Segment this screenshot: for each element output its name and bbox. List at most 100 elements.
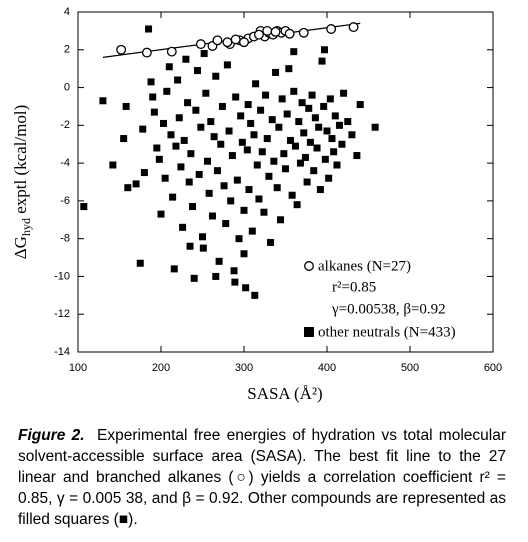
y-label-sub: hyd — [19, 218, 33, 236]
neutral-point — [132, 180, 140, 188]
x-tick-label: 200 — [152, 362, 170, 374]
legend-label: alkanes (N=27) — [318, 258, 411, 274]
neutral-point — [99, 97, 107, 105]
neutral-point — [228, 152, 236, 160]
neutral-point — [282, 165, 289, 173]
alkane-point — [262, 25, 273, 36]
neutral-point — [306, 138, 314, 146]
neutral-point — [182, 55, 190, 63]
neutral-point — [290, 48, 298, 56]
neutral-point — [311, 114, 319, 122]
y-tick-label: 4 — [64, 6, 70, 18]
neutral-point — [333, 161, 341, 169]
neutral-point — [275, 123, 283, 131]
neutral-point — [283, 110, 291, 118]
y-tick-label: -2 — [60, 119, 70, 131]
annotation: γ=0.00538, β=0.92 — [331, 301, 446, 317]
neutral-point — [356, 101, 364, 109]
neutral-point — [203, 157, 211, 165]
neutral-point — [371, 123, 379, 131]
alkane-point — [270, 26, 281, 37]
y-label-rest: exptl (kcal/mol) — [11, 105, 30, 218]
neutral-point — [205, 189, 213, 197]
neutral-point — [316, 186, 324, 194]
neutral-point — [225, 127, 233, 135]
neutral-point — [145, 25, 153, 33]
neutral-point — [212, 272, 220, 280]
neutral-point — [184, 99, 192, 107]
neutral-point — [195, 170, 203, 178]
alkane-point — [348, 22, 359, 33]
neutral-point — [243, 146, 251, 154]
y-tick-label: 2 — [64, 44, 70, 56]
neutral-point — [263, 135, 271, 143]
alkane-point — [166, 46, 177, 57]
alkane-point — [230, 34, 241, 45]
neutral-point — [120, 135, 128, 143]
neutral-point — [267, 238, 275, 246]
neutral-point — [207, 118, 215, 126]
y-axis-label: ΔGhyd exptl (kcal/mol) — [11, 105, 33, 260]
alkane-point — [284, 28, 295, 39]
neutral-point — [170, 265, 178, 273]
caption-text: Experimental free energies of hydration … — [18, 427, 506, 528]
alkane-point — [212, 35, 223, 46]
neutral-point — [291, 142, 299, 150]
x-tick-label: 100 — [69, 362, 87, 374]
neutral-point — [200, 50, 208, 58]
annotation: r²=0.85 — [332, 279, 376, 295]
neutral-point — [237, 112, 245, 120]
neutral-point — [240, 250, 248, 258]
neutral-point — [190, 274, 198, 282]
neutral-point — [305, 104, 313, 112]
y-tick-label: -14 — [54, 346, 70, 358]
y-tick-label: -6 — [60, 195, 70, 207]
neutral-point — [217, 140, 225, 148]
neutral-point — [227, 197, 235, 205]
neutral-point — [238, 138, 246, 146]
neutral-point — [353, 152, 361, 160]
neutral-point — [348, 131, 356, 139]
neutral-point — [174, 76, 182, 84]
x-axis-label: SASA (Å²) — [247, 384, 322, 403]
neutral-point — [149, 93, 157, 101]
neutral-point — [220, 182, 228, 190]
legend-marker — [304, 261, 314, 271]
neutral-point — [233, 176, 241, 184]
neutral-point — [169, 193, 177, 201]
y-tick-label: -4 — [60, 157, 70, 169]
neutral-point — [328, 135, 336, 143]
neutral-point — [179, 223, 187, 231]
neutral-point — [167, 131, 175, 139]
y-tick-label: 0 — [64, 81, 70, 93]
neutral-point — [194, 67, 202, 75]
legend-label: other neutrals (N=433) — [318, 324, 456, 340]
caption: Figure 2. Experimental free energies of … — [18, 425, 506, 530]
alkane-point — [141, 47, 152, 58]
neutral-point — [122, 102, 130, 110]
neutral-point — [109, 161, 117, 169]
neutral-point — [165, 63, 173, 71]
neutral-point — [325, 174, 333, 182]
neutral-point — [260, 208, 268, 216]
neutral-point — [273, 184, 281, 192]
neutral-point — [313, 144, 321, 152]
neutral-point — [293, 201, 301, 209]
neutral-point — [218, 102, 226, 110]
neutral-point — [323, 127, 331, 135]
alkane-point — [253, 29, 264, 40]
neutral-point — [250, 131, 258, 139]
neutral-point — [245, 186, 253, 194]
alkane-point — [116, 44, 127, 55]
neutral-point — [124, 184, 132, 192]
neutral-point — [189, 203, 197, 211]
y-label-main: ΔG — [11, 236, 30, 259]
neutral-point — [277, 216, 285, 224]
neutral-point — [231, 278, 239, 286]
neutral-point — [280, 150, 288, 158]
neutral-point — [285, 65, 293, 73]
neutral-point — [258, 148, 266, 156]
neutral-point — [251, 291, 259, 299]
neutral-point — [338, 140, 346, 148]
